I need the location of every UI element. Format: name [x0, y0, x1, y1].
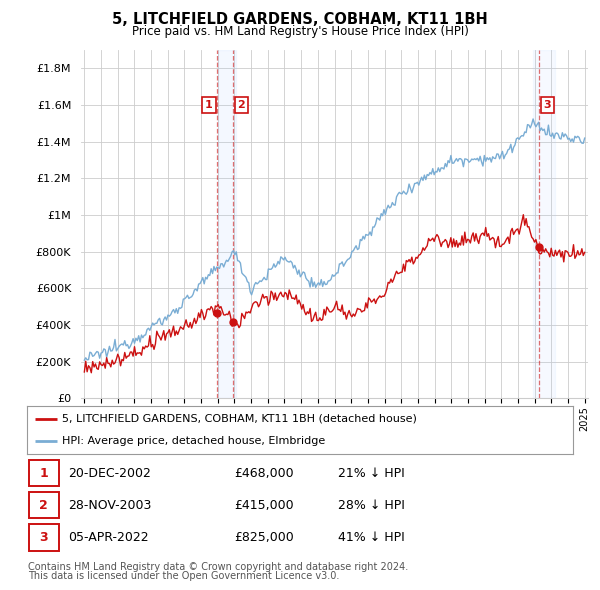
Text: This data is licensed under the Open Government Licence v3.0.: This data is licensed under the Open Gov… [28, 571, 340, 581]
Bar [218, 50, 236, 398]
Text: 2: 2 [238, 100, 245, 110]
Text: HPI: Average price, detached house, Elmbridge: HPI: Average price, detached house, Elmb… [62, 436, 326, 446]
Text: £415,000: £415,000 [235, 499, 294, 512]
Text: £468,000: £468,000 [235, 467, 294, 480]
Text: 5, LITCHFIELD GARDENS, COBHAM, KT11 1BH: 5, LITCHFIELD GARDENS, COBHAM, KT11 1BH [112, 12, 488, 27]
FancyBboxPatch shape [29, 460, 59, 486]
Text: 1: 1 [205, 100, 213, 110]
Text: 05-APR-2022: 05-APR-2022 [68, 531, 149, 544]
Text: 3: 3 [40, 531, 48, 544]
Text: 3: 3 [544, 100, 551, 110]
Text: Contains HM Land Registry data © Crown copyright and database right 2024.: Contains HM Land Registry data © Crown c… [28, 562, 409, 572]
FancyBboxPatch shape [29, 525, 59, 550]
Text: 5, LITCHFIELD GARDENS, COBHAM, KT11 1BH (detached house): 5, LITCHFIELD GARDENS, COBHAM, KT11 1BH … [62, 414, 418, 424]
Text: 28-NOV-2003: 28-NOV-2003 [68, 499, 151, 512]
Text: £825,000: £825,000 [235, 531, 294, 544]
Text: 21% ↓ HPI: 21% ↓ HPI [338, 467, 405, 480]
Text: 41% ↓ HPI: 41% ↓ HPI [338, 531, 405, 544]
Text: 20-DEC-2002: 20-DEC-2002 [68, 467, 151, 480]
Text: 28% ↓ HPI: 28% ↓ HPI [338, 499, 405, 512]
Text: Price paid vs. HM Land Registry's House Price Index (HPI): Price paid vs. HM Land Registry's House … [131, 25, 469, 38]
Text: 2: 2 [39, 499, 48, 512]
Bar [533, 50, 554, 398]
Text: 1: 1 [39, 467, 48, 480]
FancyBboxPatch shape [29, 492, 59, 519]
